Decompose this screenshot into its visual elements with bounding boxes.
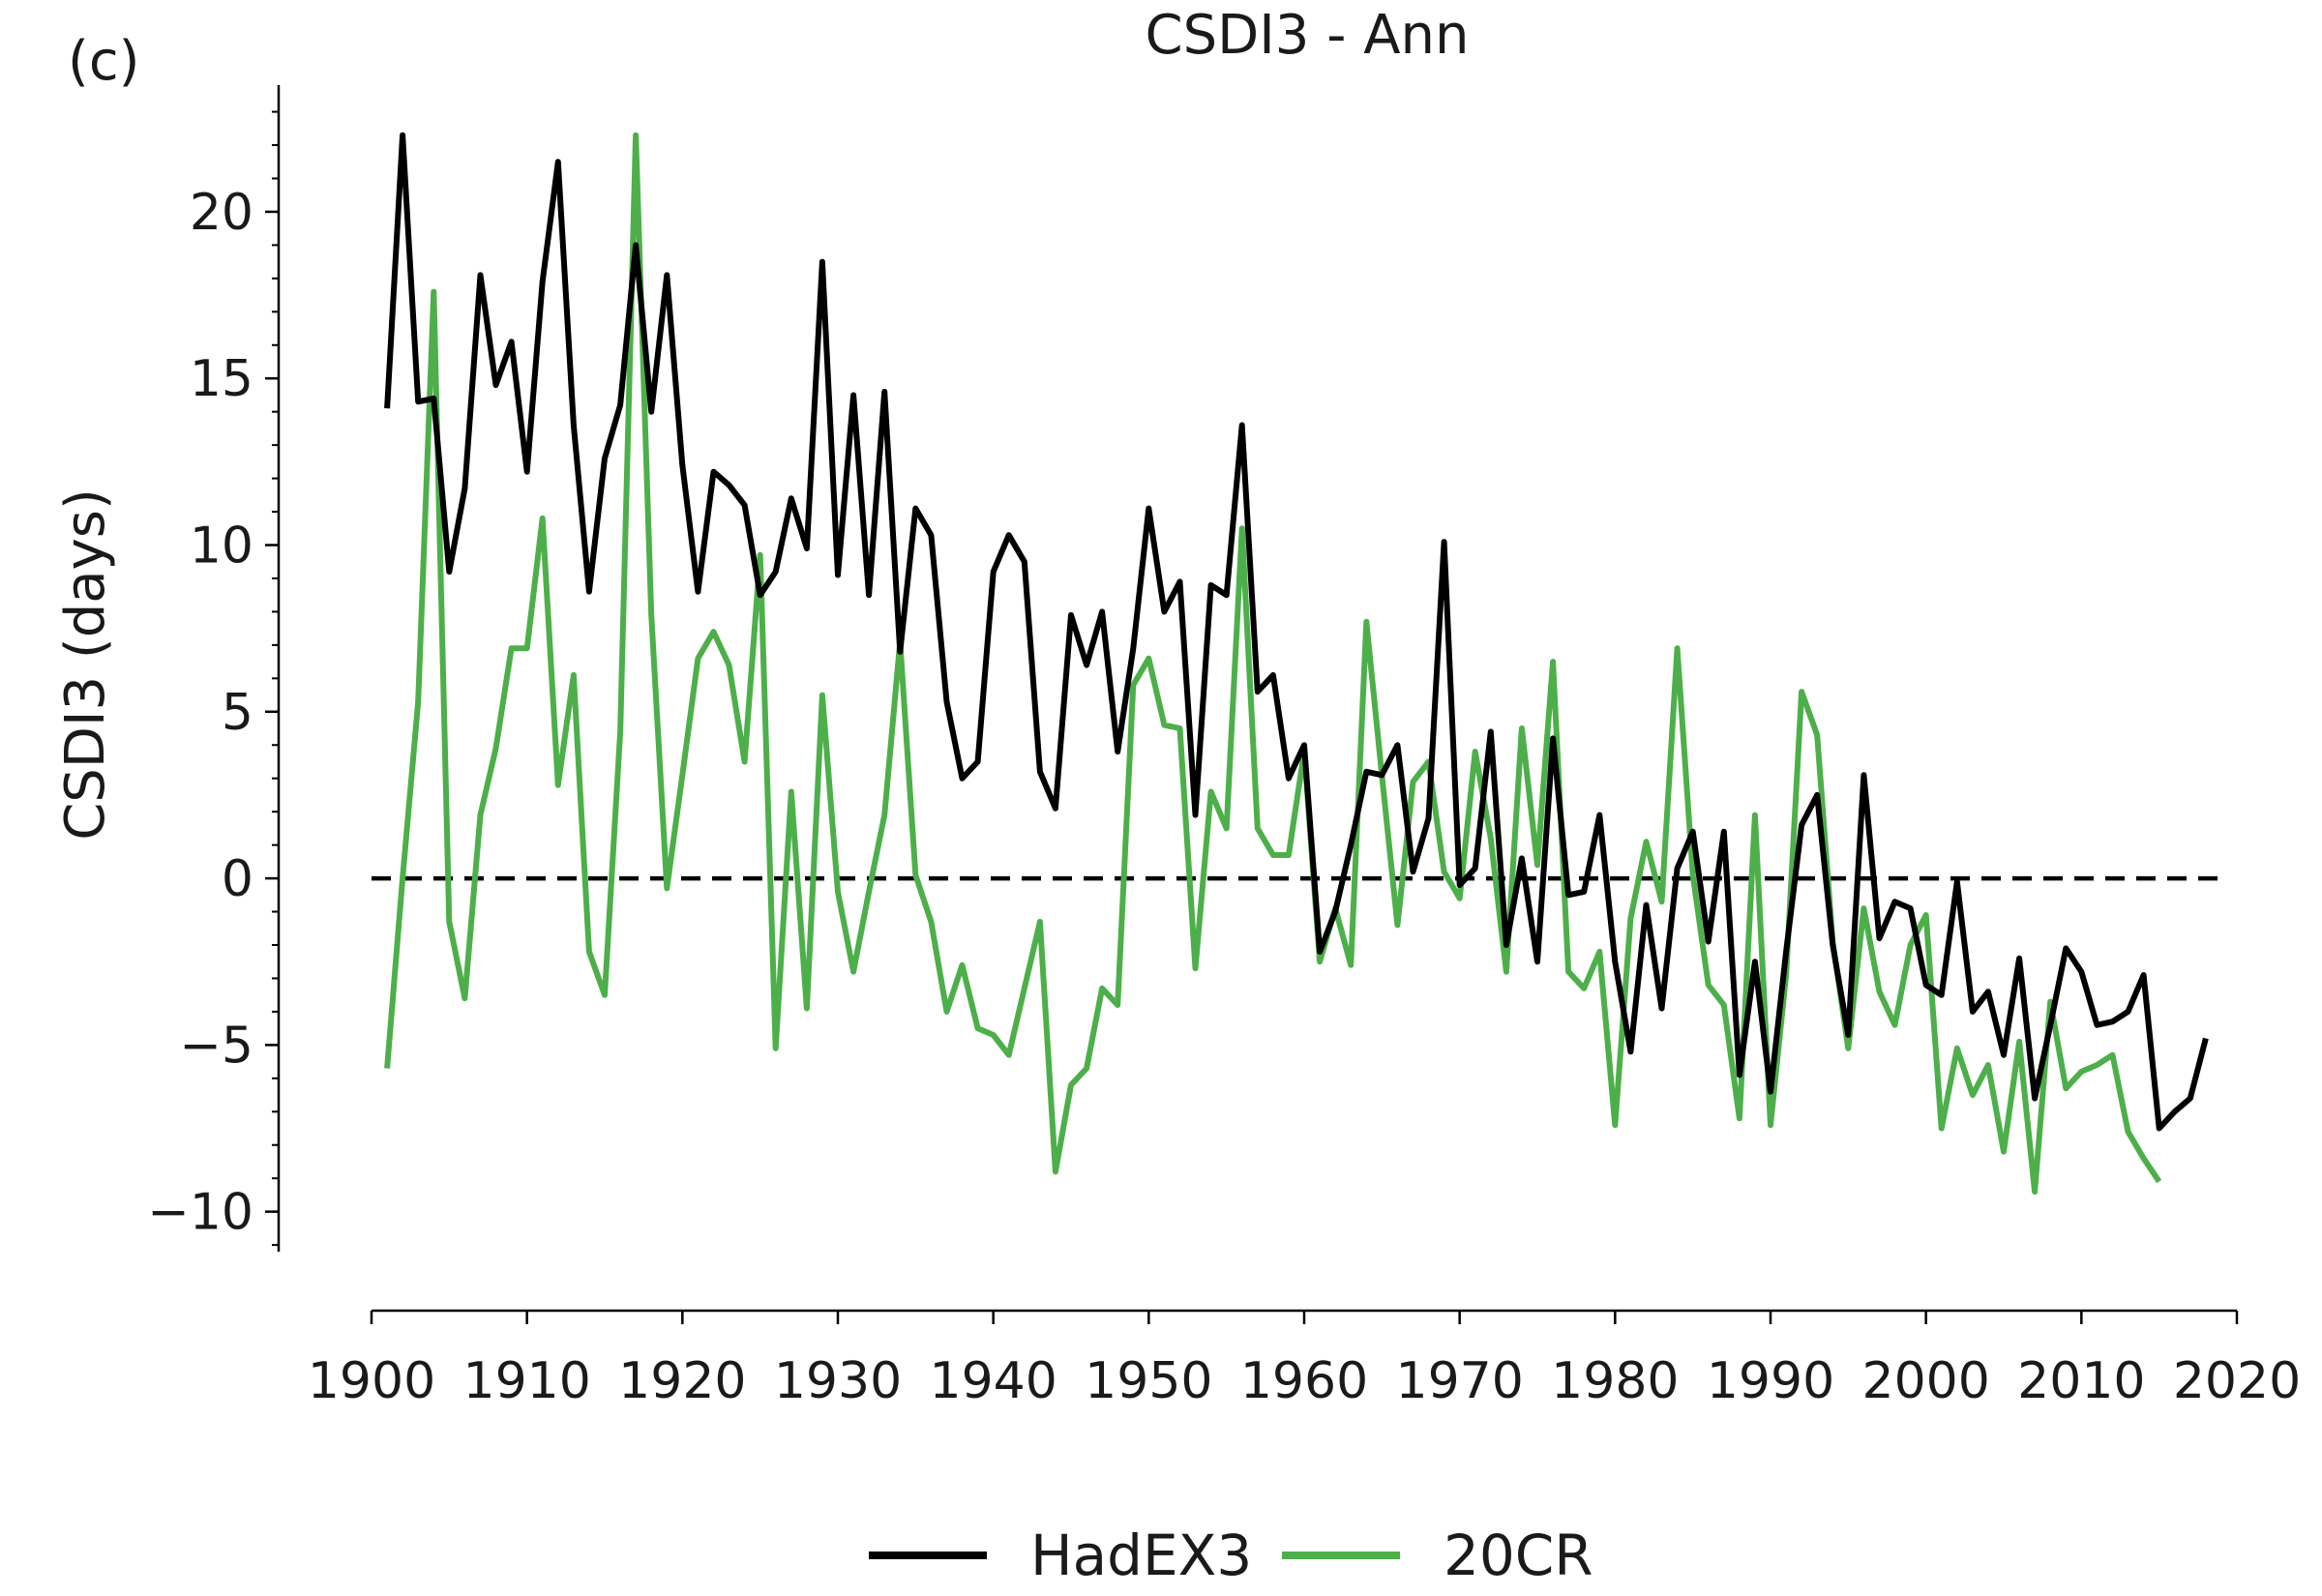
series-line-hadex3	[384, 132, 2209, 1132]
x-tick-label: 1950	[1085, 1352, 1212, 1410]
x-tick-label: 1990	[1707, 1352, 1834, 1410]
y-axis-label: CSDI3 (days)	[54, 488, 117, 841]
y-tick-label: 0	[222, 850, 253, 908]
x-tick-label: 1980	[1551, 1352, 1679, 1410]
chart-title: CSDI3 - Ann	[1145, 4, 1469, 67]
x-tick-label: 1920	[618, 1352, 746, 1410]
legend-label-20cr: 20CR	[1444, 1522, 1593, 1588]
plot-area	[384, 132, 2209, 1195]
x-tick-label: 2000	[1861, 1352, 1989, 1410]
x-tick-label: 1930	[774, 1352, 902, 1410]
x-tick-label: 1940	[929, 1352, 1057, 1410]
x-tick-label: 1960	[1240, 1352, 1368, 1410]
x-tick-label: 1900	[308, 1352, 435, 1410]
panel-label: (c)	[68, 30, 139, 93]
y-tick-label: 15	[190, 350, 253, 408]
y-tick-label: −5	[179, 1017, 253, 1075]
series-line-20cr	[384, 132, 2162, 1195]
x-tick-label: 1910	[462, 1352, 590, 1410]
y-tick-label: 10	[190, 517, 253, 576]
x-tick-label: 1970	[1395, 1352, 1523, 1410]
y-tick-label: −10	[147, 1184, 253, 1242]
y-axis: −10 −5 0 5 10 15 20	[147, 85, 281, 1252]
y-tick-label: 5	[222, 684, 253, 742]
x-axis: 1900 1910 1920 1930 1940 1950 1960 1970 1980 1990…	[308, 1309, 2301, 1410]
x-tick-label: 2020	[2173, 1352, 2301, 1410]
legend: HadEX3 20CR	[869, 1522, 1593, 1588]
legend-label-hadex3: HadEX3	[1030, 1522, 1252, 1588]
x-tick-label: 2010	[2017, 1352, 2145, 1410]
y-tick-label: 20	[190, 184, 253, 242]
